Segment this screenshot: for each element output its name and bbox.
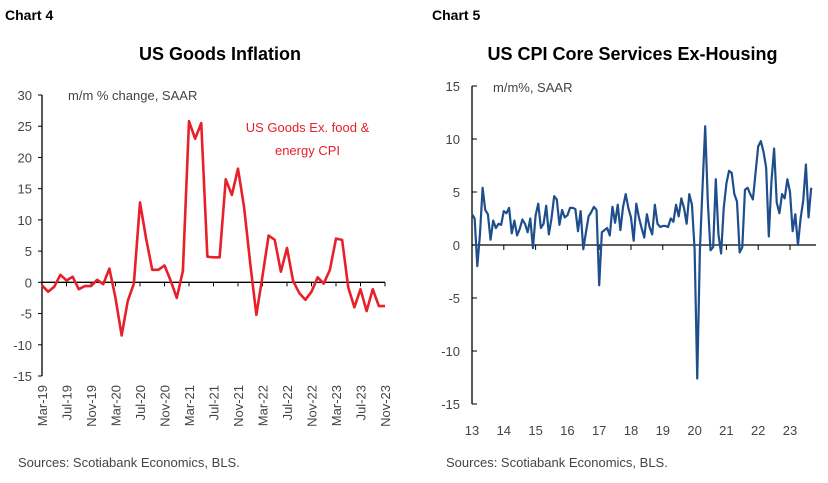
chart-4-y-tick-label: 0 bbox=[25, 275, 32, 290]
chart-5-label: Chart 5 bbox=[432, 7, 481, 23]
chart-4-x-tick-label: Nov-21 bbox=[231, 385, 246, 427]
chart-4-unit-label: m/m % change, SAAR bbox=[68, 88, 198, 103]
chart-5-x-tick-label: 13 bbox=[465, 423, 479, 438]
chart-5-x-tick-label: 22 bbox=[751, 423, 765, 438]
chart-4-legend: US Goods Ex. food & energy CPI bbox=[225, 116, 390, 162]
chart-5-y-tick-label: 15 bbox=[446, 79, 460, 94]
chart-4-y-tick-label: 10 bbox=[18, 213, 32, 228]
chart-4-x-tick-label: Jul-19 bbox=[60, 385, 75, 420]
chart-4-y-tick-label: 5 bbox=[25, 244, 32, 259]
chart-4-x-tick-label: Mar-22 bbox=[256, 385, 271, 426]
chart-5-x-tick-label: 21 bbox=[719, 423, 733, 438]
chart-4-label: Chart 4 bbox=[5, 7, 54, 23]
chart-4-y-tick-label: 20 bbox=[18, 150, 32, 165]
legend-line-1: US Goods Ex. food & bbox=[245, 120, 370, 135]
chart-5-x-tick-label: 20 bbox=[687, 423, 701, 438]
chart-4-x-tick-label: Mar-19 bbox=[35, 385, 50, 426]
chart-4-title: US Goods Inflation bbox=[139, 44, 301, 64]
chart-4-x-tick-label: Mar-20 bbox=[109, 385, 124, 426]
chart-5-x-tick-label: 14 bbox=[497, 423, 511, 438]
chart-4-x-tick-label: Nov-22 bbox=[305, 385, 320, 427]
chart-4-x-tick-label: Jul-22 bbox=[280, 385, 295, 420]
chart-4-y-tick-label: 25 bbox=[18, 119, 32, 134]
chart-5-unit-label: m/m%, SAAR bbox=[493, 80, 573, 95]
chart-4-y-tick-label: 30 bbox=[18, 88, 32, 103]
chart-4-y-tick-label: -5 bbox=[20, 307, 32, 322]
chart-4-x-tick-label: Mar-23 bbox=[329, 385, 344, 426]
chart-4-y-tick-label: 15 bbox=[18, 182, 32, 197]
chart-5-y-tick-label: -15 bbox=[441, 397, 460, 412]
chart-5-x-tick-label: 15 bbox=[528, 423, 542, 438]
chart-4-x-tick-label: Jul-23 bbox=[354, 385, 369, 420]
chart-5-series-line bbox=[471, 125, 813, 380]
chart-5-y-tick-label: 5 bbox=[453, 185, 460, 200]
chart-5-title: US CPI Core Services Ex-Housing bbox=[487, 44, 778, 64]
chart-5-y-tick-label: -5 bbox=[448, 291, 460, 306]
chart-4-x-tick-label: Jul-21 bbox=[207, 385, 222, 420]
chart-5-x-tick-label: 17 bbox=[592, 423, 606, 438]
chart-5-x-tick-label: 18 bbox=[624, 423, 638, 438]
chart-4-y-tick-label: -15 bbox=[13, 369, 32, 384]
chart-4-x-tick-label: Nov-19 bbox=[84, 385, 99, 427]
chart-4-x-tick-label: Mar-21 bbox=[182, 385, 197, 426]
chart-4-x-tick-label: Nov-20 bbox=[158, 385, 173, 427]
chart-4-series-line bbox=[41, 119, 385, 337]
chart-4-x-tick-label: Jul-20 bbox=[133, 385, 148, 420]
chart-5-y-tick-label: -10 bbox=[441, 344, 460, 359]
chart-5-x-tick-label: 19 bbox=[656, 423, 670, 438]
chart-5-y-tick-label: 0 bbox=[453, 238, 460, 253]
chart-5-source: Sources: Scotiabank Economics, BLS. bbox=[446, 455, 668, 470]
chart-4-source: Sources: Scotiabank Economics, BLS. bbox=[18, 455, 240, 470]
chart-5-x-tick-label: 23 bbox=[783, 423, 797, 438]
legend-line-2: energy CPI bbox=[274, 143, 341, 158]
chart-5-x-tick-label: 16 bbox=[560, 423, 574, 438]
chart-4-y-tick-label: -10 bbox=[13, 338, 32, 353]
chart-5-y-tick-label: 10 bbox=[446, 132, 460, 147]
chart-4-x-tick-label: Nov-23 bbox=[378, 385, 393, 427]
